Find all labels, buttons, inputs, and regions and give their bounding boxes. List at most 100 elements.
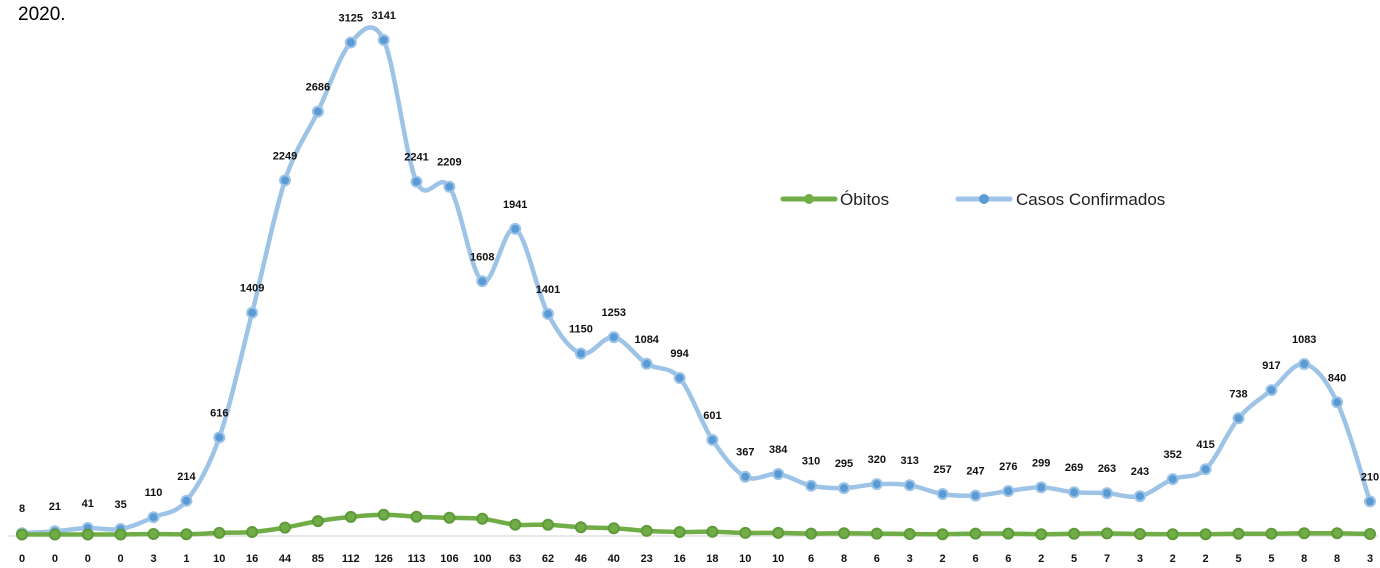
data-label-casos-confirmados: 320 [868,454,886,466]
data-point-obitos [607,522,620,535]
data-label-obitos: 6 [1005,553,1011,565]
data-point-obitos [706,525,719,538]
data-point-casos-confirmados [640,357,653,370]
data-label-casos-confirmados: 738 [1229,388,1247,400]
data-point-casos-confirmados [410,175,423,188]
data-point-casos-confirmados [1232,412,1245,425]
data-label-obitos: 113 [408,553,426,565]
data-label-obitos: 16 [673,553,685,565]
data-point-obitos [805,527,818,540]
data-point-casos-confirmados [739,470,752,483]
data-label-obitos: 16 [246,553,258,565]
data-label-casos-confirmados: 601 [703,410,721,422]
data-label-obitos: 8 [841,553,847,565]
data-label-obitos: 46 [575,553,587,565]
data-point-casos-confirmados [1101,487,1113,500]
data-label-casos-confirmados: 2241 [404,152,428,164]
data-point-casos-confirmados [903,479,916,492]
data-label-casos-confirmados: 269 [1065,462,1083,474]
data-label-obitos: 112 [342,553,360,565]
data-point-obitos [476,512,489,525]
data-label-casos-confirmados: 210 [1361,471,1379,483]
data-point-obitos [377,508,390,521]
data-point-casos-confirmados [443,180,456,193]
data-label-obitos: 44 [279,553,292,565]
data-label-casos-confirmados: 295 [835,458,853,470]
data-label-obitos: 2 [1038,553,1044,565]
data-label-casos-confirmados: 263 [1098,463,1116,475]
data-point-casos-confirmados [706,433,719,446]
data-point-casos-confirmados [246,306,259,319]
data-label-obitos: 2 [1170,553,1176,565]
data-label-obitos: 0 [19,553,25,565]
data-label-casos-confirmados: 310 [802,456,820,468]
data-label-casos-confirmados: 21 [49,501,61,513]
data-point-casos-confirmados [1298,358,1311,370]
data-point-casos-confirmados [607,331,620,344]
data-point-obitos [147,528,160,540]
data-label-obitos: 1 [183,553,189,565]
data-point-obitos [640,524,653,537]
data-label-casos-confirmados: 415 [1196,439,1214,451]
data-label-obitos: 6 [874,553,880,565]
data-label-obitos: 63 [509,553,521,565]
data-label-obitos: 40 [608,553,620,565]
data-label-obitos: 5 [1268,553,1274,565]
data-label-casos-confirmados: 840 [1328,372,1346,384]
data-label-casos-confirmados: 214 [177,471,196,483]
data-point-obitos [246,526,259,538]
data-point-obitos [1298,527,1311,540]
data-label-obitos: 0 [85,553,91,565]
data-point-obitos [410,510,423,523]
data-label-obitos: 10 [739,553,751,565]
data-label-casos-confirmados: 313 [901,455,919,467]
data-label-casos-confirmados: 1941 [503,199,527,211]
data-point-obitos [936,528,949,541]
data-point-casos-confirmados [377,34,390,46]
data-label-casos-confirmados: 110 [145,487,163,499]
data-label-obitos: 10 [772,553,784,565]
legend-label-casos: Casos Confirmados [1016,190,1165,209]
data-point-casos-confirmados [1166,473,1179,486]
data-point-casos-confirmados [213,431,226,444]
data-label-casos-confirmados: 41 [82,498,94,510]
data-point-casos-confirmados [1133,490,1146,503]
data-label-casos-confirmados: 917 [1262,360,1280,372]
data-point-obitos [1002,527,1015,540]
data-point-obitos [48,528,61,541]
data-point-obitos [1364,528,1376,540]
data-point-obitos [969,527,982,540]
data-point-casos-confirmados [311,105,324,118]
data-point-casos-confirmados [1331,396,1344,409]
data-point-casos-confirmados [936,488,949,500]
data-label-obitos: 23 [641,553,653,565]
data-point-obitos [673,526,686,538]
data-label-casos-confirmados: 1608 [470,251,494,263]
data-label-casos-confirmados: 1409 [240,283,264,295]
data-point-obitos [443,511,456,524]
data-point-obitos [903,528,916,540]
data-point-obitos [1265,527,1278,540]
data-point-obitos [772,526,785,539]
data-point-casos-confirmados [1068,486,1081,499]
data-label-obitos: 5 [1235,553,1241,565]
data-point-casos-confirmados [1364,495,1376,508]
data-point-obitos [509,518,522,531]
data-point-casos-confirmados [1002,485,1015,497]
data-point-obitos [838,527,850,540]
data-point-obitos [1133,528,1146,540]
data-label-obitos: 3 [907,553,913,565]
data-point-obitos [1166,528,1179,541]
data-point-casos-confirmados [673,372,686,384]
data-point-obitos [1101,527,1113,540]
data-label-obitos: 0 [52,553,58,565]
data-label-casos-confirmados: 1150 [569,324,593,336]
data-label-casos-confirmados: 367 [736,447,754,459]
data-label-casos-confirmados: 2249 [273,150,297,162]
data-label-obitos: 3 [150,553,156,565]
data-label-obitos: 2 [1203,553,1209,565]
data-point-casos-confirmados [180,494,193,507]
data-label-casos-confirmados: 257 [933,464,951,476]
data-point-casos-confirmados [279,174,291,187]
